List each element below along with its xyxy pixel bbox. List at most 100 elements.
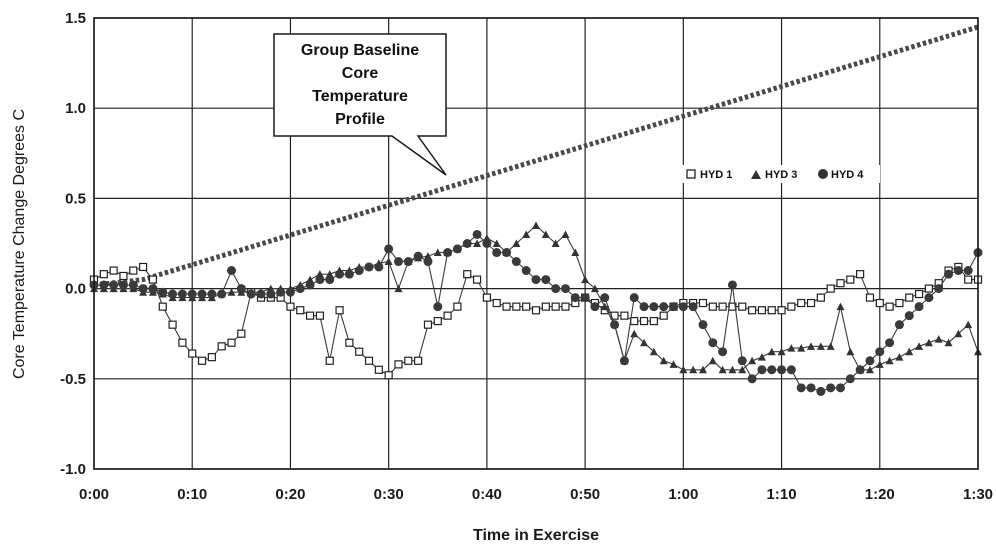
data-point (787, 302, 796, 311)
data-point (276, 287, 286, 297)
data-point (129, 266, 138, 275)
data-point (541, 230, 550, 238)
x-tick-label-4: 0:40 (472, 486, 502, 503)
x-tick-label-9: 1:30 (963, 486, 993, 503)
data-point (325, 356, 334, 365)
data-point (158, 302, 167, 311)
legend-square-open-icon (686, 169, 696, 179)
data-point (571, 248, 580, 257)
data-point (620, 311, 629, 320)
data-point (649, 302, 659, 312)
data-point (639, 316, 649, 326)
data-point (600, 293, 610, 303)
data-point (846, 275, 855, 284)
series-0 (93, 24, 979, 288)
data-point (570, 293, 580, 303)
data-point (757, 365, 767, 375)
data-point (698, 365, 707, 374)
data-point (561, 302, 570, 311)
data-point (747, 306, 757, 315)
data-point (905, 293, 914, 302)
data-point (178, 338, 187, 347)
data-point (659, 311, 668, 320)
series-layer (89, 24, 983, 396)
data-point (394, 360, 403, 369)
data-point (581, 275, 590, 284)
annotation-callout: Group Baseline Core Temperature Profile (273, 33, 447, 176)
data-point (531, 306, 541, 315)
data-point (237, 329, 246, 338)
data-point (168, 320, 177, 329)
data-point (924, 338, 933, 347)
plot-border (93, 17, 979, 470)
y-tick-label-4: 1.0 (65, 100, 86, 117)
data-point (295, 284, 305, 294)
data-point (875, 347, 885, 357)
data-point (394, 284, 403, 293)
data-point (99, 270, 108, 279)
data-point (816, 293, 825, 302)
data-point (541, 302, 550, 311)
data-point (522, 302, 531, 311)
data-point (177, 289, 187, 299)
data-point (915, 342, 924, 350)
x-tick-label-8: 1:20 (865, 486, 895, 503)
data-point (463, 270, 472, 279)
data-point (718, 302, 727, 311)
data-point (423, 257, 433, 267)
data-point (345, 338, 354, 347)
data-point (384, 257, 393, 266)
data-point (669, 360, 678, 368)
data-point (934, 335, 943, 343)
data-point (964, 320, 973, 329)
data-point (532, 221, 540, 229)
data-point (551, 302, 560, 311)
data-point (639, 302, 649, 312)
data-point (187, 289, 197, 299)
data-point (855, 365, 865, 375)
data-point (443, 311, 452, 320)
data-point (885, 356, 894, 365)
annotation-line-1: Group Baseline (301, 42, 419, 59)
x-tick-label-2: 0:20 (275, 486, 305, 503)
data-point (934, 284, 944, 294)
data-point (305, 280, 315, 290)
data-point (217, 342, 226, 351)
y-tick-label-5: 1.5 (65, 10, 86, 27)
data-point (777, 365, 787, 375)
data-point (630, 316, 639, 326)
x-tick-label-3: 0:30 (374, 486, 404, 503)
data-point (492, 248, 502, 258)
data-point (227, 338, 236, 347)
data-point (285, 287, 295, 297)
data-point (748, 356, 757, 365)
data-point (816, 386, 826, 396)
data-point (737, 356, 747, 366)
x-tick-label-7: 1:10 (767, 486, 797, 503)
data-point (433, 302, 443, 312)
data-point (414, 356, 423, 365)
y-tick-labels: -1.0 -0.5 0.0 0.5 1.0 1.5 (60, 10, 86, 478)
data-point (472, 229, 482, 239)
data-point (561, 230, 570, 238)
y-tick-label-2: 0.0 (65, 281, 86, 298)
data-point (953, 266, 963, 276)
data-point (521, 266, 531, 276)
data-point (718, 347, 728, 357)
data-point (807, 342, 816, 350)
data-point (453, 302, 462, 311)
data-point (551, 239, 560, 247)
data-point (374, 262, 384, 272)
data-point (512, 239, 521, 247)
data-point (777, 306, 786, 315)
data-point (197, 356, 207, 365)
data-point (924, 293, 934, 303)
data-point (856, 270, 865, 279)
x-tick-label-6: 1:00 (668, 486, 698, 503)
data-point (885, 302, 894, 311)
data-point (462, 239, 472, 248)
data-point (374, 365, 383, 374)
data-point (236, 284, 246, 294)
data-point (335, 306, 344, 315)
data-point (630, 329, 639, 338)
